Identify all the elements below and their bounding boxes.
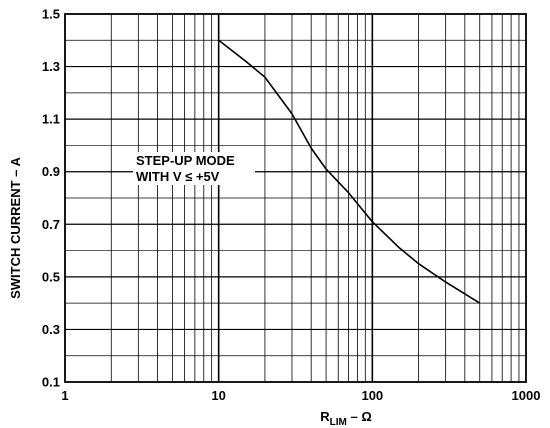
x-tick-labels: 1 10 100 1000: [61, 388, 540, 403]
x-tick-label: 1: [61, 388, 68, 403]
x-tick-label: 1000: [512, 388, 541, 403]
x-axis-label-unit: – Ω: [347, 409, 372, 424]
x-axis-label-main: R: [320, 409, 330, 424]
x-tick-label: 10: [211, 388, 225, 403]
annotation-line-2: WITH V ≤ +5V: [136, 169, 220, 184]
y-tick-label: 0.3: [42, 322, 60, 337]
grid: [65, 14, 526, 382]
y-axis-label: SWITCH CURRENT – A: [8, 156, 23, 298]
y-tick-label: 0.7: [42, 217, 60, 232]
x-tick-label: 100: [361, 388, 383, 403]
series-line: [218, 39, 481, 304]
x-axis-label: RLIM – Ω: [320, 409, 372, 428]
plot-frame: [64, 13, 527, 383]
series-group: [218, 39, 481, 304]
y-tick-label: 0.9: [42, 164, 60, 179]
y-tick-labels: 0.1 0.3 0.5 0.7 0.9 1.1 1.3 1.5: [42, 7, 60, 390]
x-axis-label-subscript: LIM: [330, 417, 347, 428]
annotation-line-1: STEP-UP MODE: [136, 153, 235, 168]
y-tick-label: 0.5: [42, 269, 60, 284]
y-tick-label: 1.5: [42, 7, 60, 22]
y-tick-label: 1.1: [42, 112, 60, 127]
plot-border: [64, 13, 527, 383]
annotation-background: [133, 152, 255, 185]
y-tick-label: 1.3: [42, 59, 60, 74]
y-tick-label: 0.1: [42, 375, 60, 390]
